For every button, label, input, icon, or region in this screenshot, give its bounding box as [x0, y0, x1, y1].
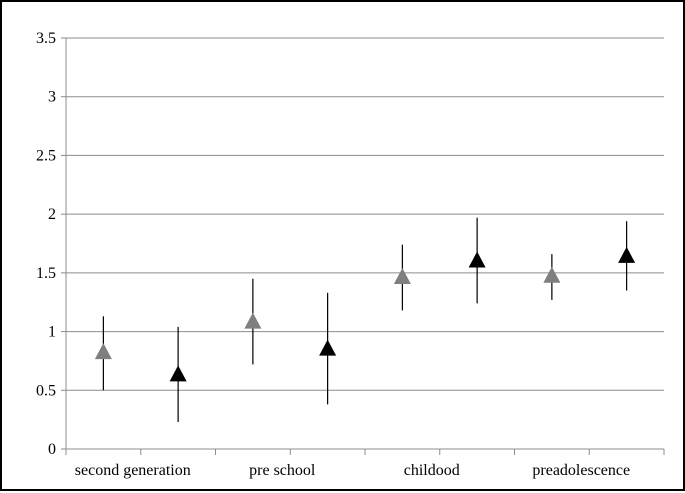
- y-tick-label: 1.5: [36, 265, 56, 282]
- label-layer: 0 0.5 1 1.5 2 2.5 3 3.5 second generation pre sch…: [36, 30, 630, 479]
- y-tick-label: 3.5: [36, 30, 56, 47]
- triangle-marker: [169, 365, 187, 382]
- y-tick-label: 1: [48, 324, 56, 341]
- triangle-marker: [319, 339, 337, 356]
- y-tick-label: 2: [48, 206, 56, 223]
- y-tick-label: 2.5: [36, 147, 56, 164]
- triangle-marker: [94, 343, 112, 360]
- triangle-marker: [468, 251, 486, 268]
- x-category-label: second generation: [75, 462, 191, 479]
- y-tick-label: 3: [48, 89, 56, 106]
- triangle-marker: [393, 267, 411, 284]
- triangle-marker: [618, 246, 636, 263]
- y-tick-label: 0.5: [36, 382, 56, 399]
- x-category-label: preadolescence: [532, 462, 630, 479]
- grid-layer: [66, 37, 664, 391]
- x-category-label: childood: [404, 462, 460, 479]
- triangle-marker: [543, 266, 561, 283]
- axis-layer: [61, 37, 665, 455]
- x-category-label: pre school: [249, 462, 316, 479]
- triangle-marker: [244, 312, 262, 329]
- y-tick-label: 0: [48, 441, 56, 458]
- marker-layer: [94, 246, 636, 382]
- errorbar-layer: [102, 217, 628, 422]
